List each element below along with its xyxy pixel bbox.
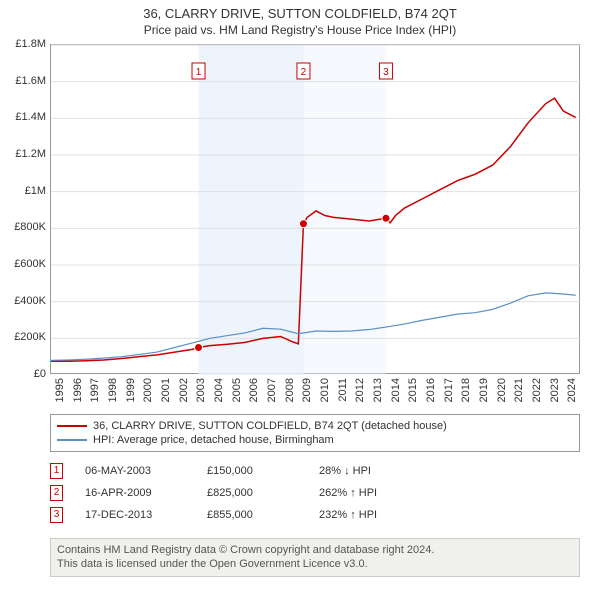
- footer-line-1: Contains HM Land Registry data © Crown c…: [57, 543, 573, 557]
- event-row-3: 3 17-DEC-2013 £855,000 232% ↑ HPI: [50, 504, 580, 526]
- y-tick-label: £200K: [2, 331, 46, 343]
- legend-item-price: 36, CLARRY DRIVE, SUTTON COLDFIELD, B74 …: [57, 419, 573, 433]
- chart-subtitle: Price paid vs. HM Land Registry's House …: [0, 21, 600, 41]
- sale-point: [299, 220, 307, 228]
- event-row-2: 2 16-APR-2009 £825,000 262% ↑ HPI: [50, 482, 580, 504]
- x-tick-label: 2010: [319, 378, 331, 402]
- x-tick-label: 2017: [443, 378, 455, 402]
- x-tick-label: 2007: [266, 378, 278, 402]
- y-tick-label: £1.2M: [2, 148, 46, 160]
- x-tick-label: 1996: [72, 378, 84, 402]
- x-tick-label: 2023: [549, 378, 561, 402]
- event-price-3: £855,000: [207, 509, 297, 521]
- y-tick-label: £1.4M: [2, 111, 46, 123]
- legend: 36, CLARRY DRIVE, SUTTON COLDFIELD, B74 …: [50, 414, 580, 452]
- x-tick-label: 2009: [301, 378, 313, 402]
- y-tick-label: £400K: [2, 295, 46, 307]
- legend-label-price: 36, CLARRY DRIVE, SUTTON COLDFIELD, B74 …: [93, 420, 447, 432]
- y-tick-label: £1.6M: [2, 75, 46, 87]
- x-tick-label: 2018: [460, 378, 472, 402]
- x-tick-label: 1998: [107, 378, 119, 402]
- x-tick-label: 1997: [89, 378, 101, 402]
- svg-text:1: 1: [196, 67, 202, 78]
- x-tick-label: 2016: [425, 378, 437, 402]
- legend-item-hpi: HPI: Average price, detached house, Birm…: [57, 433, 573, 447]
- chart-marker-1: 1: [192, 63, 205, 79]
- footer-line-2: This data is licensed under the Open Gov…: [57, 557, 573, 571]
- y-tick-label: £1M: [2, 185, 46, 197]
- event-diff-2: 262% ↑ HPI: [319, 487, 429, 499]
- chart-svg: 1 2 3: [51, 45, 579, 373]
- events-table: 1 06-MAY-2003 £150,000 28% ↓ HPI 2 16-AP…: [50, 460, 580, 526]
- event-diff-3: 232% ↑ HPI: [319, 509, 429, 521]
- footer-attribution: Contains HM Land Registry data © Crown c…: [50, 538, 580, 577]
- svg-text:2: 2: [301, 67, 307, 78]
- x-tick-label: 2005: [231, 378, 243, 402]
- x-tick-label: 2002: [178, 378, 190, 402]
- legend-swatch-hpi: [57, 439, 87, 441]
- x-tick-label: 2000: [142, 378, 154, 402]
- chart-title: 36, CLARRY DRIVE, SUTTON COLDFIELD, B74 …: [0, 0, 600, 21]
- x-tick-label: 2012: [354, 378, 366, 402]
- x-tick-label: 2015: [407, 378, 419, 402]
- sale-point: [382, 214, 390, 222]
- event-marker-1: 1: [50, 463, 63, 479]
- plot-area: 1 2 3: [50, 44, 580, 374]
- y-tick-label: £600K: [2, 258, 46, 270]
- y-tick-label: £0: [2, 368, 46, 380]
- x-tick-label: 2024: [566, 378, 578, 402]
- chart-container: 36, CLARRY DRIVE, SUTTON COLDFIELD, B74 …: [0, 0, 600, 590]
- event-marker-2: 2: [50, 485, 63, 501]
- event-row-1: 1 06-MAY-2003 £150,000 28% ↓ HPI: [50, 460, 580, 482]
- event-date-1: 06-MAY-2003: [85, 465, 185, 477]
- legend-label-hpi: HPI: Average price, detached house, Birm…: [93, 434, 334, 446]
- sale-point: [195, 344, 203, 352]
- event-date-3: 17-DEC-2013: [85, 509, 185, 521]
- x-tick-label: 2006: [248, 378, 260, 402]
- x-tick-label: 2004: [213, 378, 225, 402]
- x-tick-label: 2008: [284, 378, 296, 402]
- x-tick-label: 1999: [125, 378, 137, 402]
- event-diff-1: 28% ↓ HPI: [319, 465, 429, 477]
- chart-marker-2: 2: [297, 63, 310, 79]
- x-tick-label: 2021: [513, 378, 525, 402]
- x-tick-label: 2020: [496, 378, 508, 402]
- y-tick-label: £800K: [2, 221, 46, 233]
- legend-swatch-price: [57, 425, 87, 427]
- x-tick-label: 2003: [195, 378, 207, 402]
- chart-marker-3: 3: [379, 63, 392, 79]
- event-date-2: 16-APR-2009: [85, 487, 185, 499]
- x-tick-label: 2022: [531, 378, 543, 402]
- x-tick-label: 2001: [160, 378, 172, 402]
- y-tick-label: £1.8M: [2, 38, 46, 50]
- event-marker-3: 3: [50, 507, 63, 523]
- event-price-1: £150,000: [207, 465, 297, 477]
- x-tick-label: 2013: [372, 378, 384, 402]
- x-tick-label: 1995: [54, 378, 66, 402]
- svg-text:3: 3: [383, 67, 389, 78]
- event-price-2: £825,000: [207, 487, 297, 499]
- x-tick-label: 2014: [390, 378, 402, 402]
- x-tick-label: 2019: [478, 378, 490, 402]
- x-tick-label: 2011: [337, 378, 349, 402]
